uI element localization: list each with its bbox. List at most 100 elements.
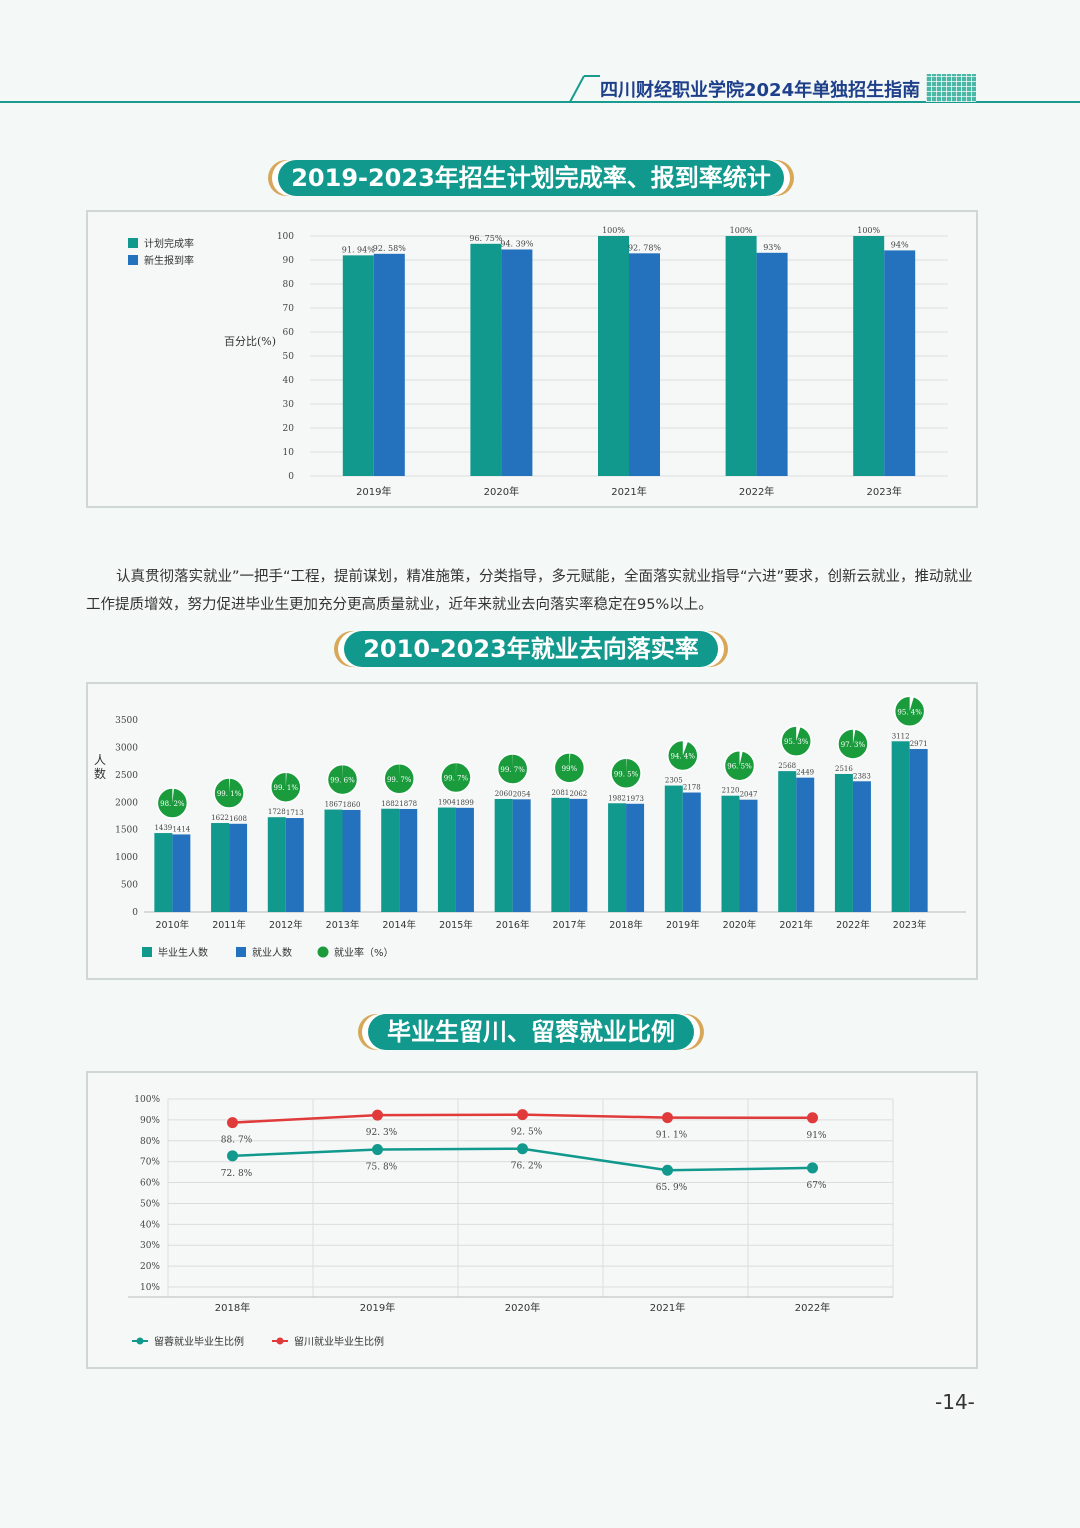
chart2-rate-pie	[780, 725, 812, 757]
chart2-bar	[211, 823, 230, 912]
chart2-bar	[682, 792, 701, 912]
chart2-bar-label: 1713	[286, 809, 304, 817]
chart3-xtick: 2018年	[215, 1301, 250, 1314]
chart3-xtick: 2021年	[650, 1301, 685, 1314]
chart2-rate-gap	[796, 726, 801, 742]
chart2-bar	[267, 817, 286, 912]
chart2-bar	[721, 795, 740, 912]
chart2-rate-label: 95. 4%	[897, 708, 922, 716]
chart2-bar	[664, 785, 683, 912]
chart3-point	[227, 1117, 238, 1129]
chart2-legend-label: 就业率（%）	[334, 946, 394, 959]
chart1-ytick: 40	[283, 376, 295, 386]
chart1-ylabel: 百分比(%)	[224, 335, 276, 348]
chart2-xtick: 2022年	[836, 919, 870, 931]
chart2-rate-pie	[723, 749, 756, 782]
chart2-bar-label: 1439	[154, 824, 172, 832]
chart3-xtick: 2020年	[505, 1301, 540, 1314]
chart2-rate-circle	[496, 753, 529, 785]
chart2-bar	[834, 773, 853, 912]
chart2-xtick: 2010年	[156, 919, 190, 931]
chart2-rate-label: 98. 2%	[160, 800, 185, 808]
chart1-bar	[501, 249, 533, 476]
chart3-point	[227, 1150, 238, 1162]
chart2-bar-label: 2971	[910, 740, 928, 748]
chart1-ytick: 50	[283, 352, 295, 362]
chart2-bar	[778, 771, 797, 912]
chart2-rate-label: 95. 3%	[784, 738, 809, 746]
chart3-point-label: 75. 8%	[366, 1163, 398, 1173]
chart3-ytick: 60%	[140, 1179, 160, 1189]
chart3-point-label: 72. 8%	[221, 1169, 253, 1179]
chart2-bar	[909, 749, 928, 912]
chart2-legend-swatch	[317, 946, 329, 958]
chart2-bar	[437, 807, 456, 912]
chart3-legend-label: 留川就业毕业生比例	[294, 1335, 384, 1348]
chart3-ytick: 70%	[140, 1158, 160, 1168]
chart2-bar-label: 1882	[381, 800, 399, 808]
chart2-bar	[381, 808, 400, 912]
chart2-legend-swatch	[142, 947, 152, 957]
chart2-bar-label: 1899	[456, 799, 474, 807]
chart2-rate-pie	[893, 695, 926, 728]
chart2-rate-pie	[667, 739, 699, 772]
chart2-ytick: 0	[132, 908, 138, 918]
chart2-bar	[569, 798, 588, 912]
chart2-bar	[285, 818, 304, 912]
chart2-bar	[172, 834, 191, 912]
header-slash	[569, 75, 600, 103]
chart2-svg: 0 500 1000 1500 2000 2500 3000 3500 人数 1439 1414 98…	[94, 695, 966, 959]
chart2-ytick: 500	[121, 881, 138, 891]
section3-title: 毕业生留川、留蓉就业比例	[368, 1014, 694, 1050]
chart1-legend-swatch	[128, 255, 138, 265]
chart1-bar	[725, 236, 757, 476]
chart2-xtick: 2015年	[439, 919, 473, 931]
chart2-rate-gap	[172, 788, 175, 804]
section1-title: 2019-2023年招生计划完成率、报到率统计	[278, 160, 784, 196]
chart3-xtick: 2019年	[360, 1301, 395, 1314]
chart3-point	[807, 1162, 818, 1174]
header-rule	[0, 101, 1080, 103]
chart2-rate-label: 99. 1%	[217, 790, 242, 798]
chart1-bar-label: 92. 78%	[628, 243, 661, 252]
chart2-rate-label: 99. 5%	[614, 770, 639, 778]
chart1-legend-swatch	[128, 238, 138, 248]
chart2-ytick: 3000	[115, 743, 138, 753]
chart3-ytick: 40%	[140, 1220, 160, 1230]
chart2-rate-label: 97. 3%	[841, 741, 866, 749]
chart2-xtick: 2011年	[212, 919, 246, 931]
chart1-bar	[598, 236, 629, 476]
chart2-rate-gap	[569, 752, 571, 768]
chart2-rate-label: 99%	[562, 765, 578, 773]
chart2-xtick: 2017年	[553, 919, 587, 931]
chart2-rate-gap	[852, 728, 856, 744]
chart2-rate-pie	[496, 753, 529, 785]
chart2-bar-label: 2305	[665, 777, 683, 785]
chart2-bar-label: 2449	[796, 769, 814, 777]
chart2-bar-label: 1973	[626, 795, 644, 803]
chart2-rate-pie	[837, 728, 869, 760]
chart2-bar-label: 2178	[683, 784, 701, 792]
chart2-bar-label: 1608	[229, 815, 247, 823]
chart2-rate-gap	[229, 778, 230, 794]
chart2-ytick: 2000	[115, 798, 138, 808]
chart3-ytick: 80%	[140, 1137, 160, 1147]
chart3-point-label: 65. 9%	[656, 1183, 688, 1193]
chart2-rate-circle	[270, 771, 302, 803]
chart2-xtick: 2018年	[609, 919, 643, 931]
chart2-ylabel: 人	[94, 753, 106, 767]
chart3-box: 10% 20% 30% 40% 50% 60% 70% 80% 90% 100% 2018年 2019…	[86, 1071, 978, 1369]
chart2-legend-label: 毕业生人数	[158, 946, 208, 959]
chart2-bar-label: 1904	[438, 799, 456, 807]
chart3-xtick: 2022年	[795, 1301, 830, 1314]
chart3-ytick: 50%	[140, 1199, 160, 1209]
page-number: -14-	[935, 1390, 975, 1414]
chart2-rate-pie	[610, 757, 642, 790]
chart1-xtick: 2022年	[739, 485, 774, 498]
chart2-rate-pie	[213, 777, 245, 809]
chart3-point-label: 92. 3%	[366, 1128, 398, 1138]
chart2-rate-label: 99. 6%	[330, 777, 355, 785]
chart2-bar-label: 1414	[172, 825, 190, 833]
chart3-point-label: 88. 7%	[221, 1136, 253, 1146]
chart2-rate-label: 96. 5%	[727, 763, 752, 771]
